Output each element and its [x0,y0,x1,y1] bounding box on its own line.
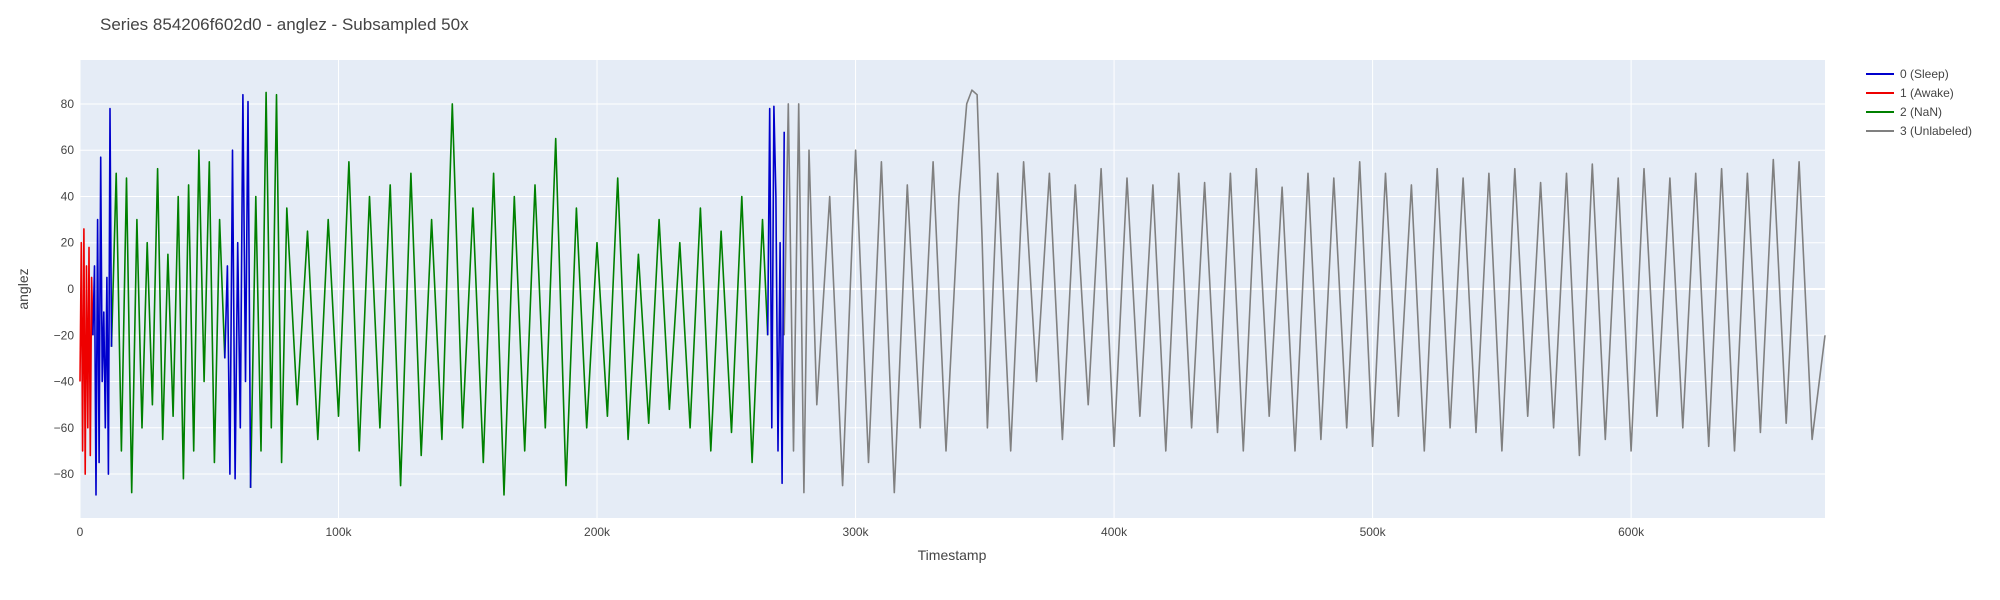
y-tick-label: 40 [61,189,75,203]
y-axis-title: anglez [15,268,31,309]
series-layer [79,89,1826,496]
series-line-0-sleep [92,107,113,496]
y-tick-label: −40 [54,375,75,389]
series-line-2-nan [249,91,769,496]
y-tick-label: 0 [67,282,74,296]
legend-label: 1 (Awake) [1900,86,1954,100]
legend-item[interactable]: 3 (Unlabeled) [1866,124,1972,138]
series-line-1-awake [79,228,94,475]
series-line-0-sleep [224,93,252,488]
legend-label: 0 (Sleep) [1900,67,1949,81]
x-tick-label: 400k [1101,525,1128,539]
grid-layer [79,60,1825,518]
x-tick-label: 200k [584,525,611,539]
y-tick-label: 80 [61,97,75,111]
series-line-0-sleep [766,105,785,485]
tick-layer: −80 −60 −40 −20 0 20 40 60 80 0 100k 200k 300k 400k 50… [54,97,1645,539]
y-tick-label: 20 [61,236,75,250]
x-axis-title: Timestamp [918,547,987,563]
legend-label: 3 (Unlabeled) [1900,124,1972,138]
chart-title: Series 854206f602d0 - anglez - Subsample… [100,15,469,34]
y-tick-label: −60 [54,421,75,435]
y-tick-label: 60 [61,143,75,157]
x-tick-label: 500k [1360,525,1387,539]
y-tick-label: −20 [54,328,75,342]
series-line-2-nan [110,149,226,494]
y-tick-label: −80 [54,467,75,481]
legend-label: 2 (NaN) [1900,105,1942,119]
legend[interactable]: 0 (Sleep) 1 (Awake) 2 (NaN) 3 (Unlabeled) [1866,67,1972,138]
x-tick-label: 100k [326,525,353,539]
legend-item[interactable]: 1 (Awake) [1866,86,1954,100]
legend-item[interactable]: 0 (Sleep) [1866,67,1949,81]
x-tick-label: 300k [843,525,870,539]
x-tick-label: 600k [1618,525,1645,539]
legend-item[interactable]: 2 (NaN) [1866,105,1942,119]
series-line-3-unlabeled [783,89,1826,494]
x-tick-label: 0 [77,525,84,539]
